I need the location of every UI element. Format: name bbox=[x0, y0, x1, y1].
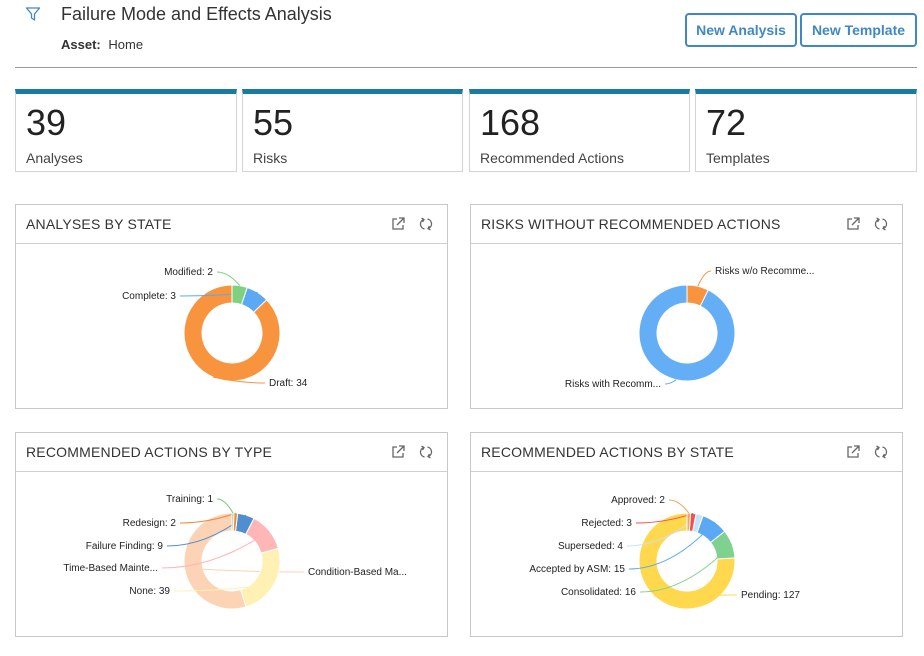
slice-label: Training: 1 bbox=[166, 494, 213, 505]
card-title: ANALYSES BY STATE bbox=[26, 216, 172, 232]
slice-label: Draft: 34 bbox=[269, 378, 308, 389]
leader-line bbox=[184, 567, 305, 573]
kpi-label: Analyses bbox=[26, 150, 83, 166]
refresh-icon[interactable] bbox=[873, 216, 889, 232]
recommended-actions-by-type-donut-chart: Condition-Based Ma... None: 39 Time-Based … bbox=[63, 494, 407, 610]
leader-line bbox=[173, 583, 275, 592]
slice-label: Failure Finding: 9 bbox=[86, 541, 164, 552]
refresh-icon[interactable] bbox=[873, 444, 889, 460]
slice-label: Rejected: 3 bbox=[581, 518, 632, 529]
slice-label: Accepted by ASM: 15 bbox=[529, 564, 625, 575]
leader-line bbox=[166, 514, 247, 547]
leader-line bbox=[179, 512, 236, 524]
kpi-value: 55 bbox=[253, 102, 294, 143]
asset-value: Home bbox=[108, 37, 144, 52]
slice-label: Superseded: 4 bbox=[558, 541, 623, 552]
external-link-icon[interactable] bbox=[845, 444, 861, 460]
kpi-label: Recommended Actions bbox=[480, 150, 624, 166]
donut-slice-none[interactable] bbox=[240, 547, 281, 608]
slice-label: Condition-Based Ma... bbox=[308, 567, 407, 578]
donut-slice-risks-w-o-recommended-actions[interactable] bbox=[686, 284, 709, 307]
kpi-risks[interactable]: 55 Risks bbox=[242, 89, 463, 172]
card-recommended-actions-by-state: RECOMMENDED ACTIONS BY STATE Pending: 12… bbox=[470, 432, 903, 637]
slice-label: Redesign: 2 bbox=[123, 518, 177, 529]
card-header: RECOMMENDED ACTIONS BY STATE bbox=[471, 433, 902, 472]
card-title: RECOMMENDED ACTIONS BY STATE bbox=[481, 444, 734, 460]
donut-slice-modified[interactable] bbox=[231, 284, 248, 306]
card-risks-without-recommended-actions: RISKS WITHOUT RECOMMENDED ACTIONS Risks … bbox=[470, 204, 903, 409]
kpi-recommended-actions[interactable]: 168 Recommended Actions bbox=[469, 89, 690, 172]
card-header: RISKS WITHOUT RECOMMENDED ACTIONS bbox=[471, 205, 902, 244]
leader-line bbox=[213, 376, 266, 384]
slice-label: Modified: 2 bbox=[164, 267, 213, 278]
slice-label: Risks with Recomm... bbox=[565, 379, 661, 390]
card-title: RISKS WITHOUT RECOMMENDED ACTIONS bbox=[481, 216, 781, 232]
slice-label: Approved: 2 bbox=[611, 495, 665, 506]
external-link-icon[interactable] bbox=[390, 216, 406, 232]
page-title: Failure Mode and Effects Analysis bbox=[61, 4, 332, 24]
kpi-label: Risks bbox=[253, 150, 288, 166]
leader-line bbox=[697, 270, 712, 287]
card-title: RECOMMENDED ACTIONS BY TYPE bbox=[26, 444, 273, 460]
slice-label: Pending: 127 bbox=[741, 590, 800, 601]
page-header: Failure Mode and Effects Analysis Asset:… bbox=[0, 0, 924, 68]
donut-slice-approved[interactable] bbox=[686, 512, 692, 532]
slice-label: Complete: 3 bbox=[122, 291, 176, 302]
leader-line bbox=[628, 521, 716, 570]
leader-line bbox=[654, 594, 738, 597]
kpi-value: 39 bbox=[26, 102, 67, 143]
asset-breadcrumb: Asset: Home bbox=[61, 37, 143, 52]
leader-line bbox=[664, 379, 677, 385]
slice-label: Time-Based Mainte... bbox=[63, 563, 158, 574]
leader-line bbox=[639, 543, 733, 593]
leader-line bbox=[216, 271, 241, 286]
card-analyses-by-state: ANALYSES BY STATE Draft: 34 Complete: 3 Mo… bbox=[15, 204, 448, 409]
leader-line bbox=[179, 291, 258, 297]
kpi-value: 72 bbox=[706, 102, 747, 143]
leader-line bbox=[216, 498, 234, 514]
new-template-button[interactable]: New Template bbox=[800, 13, 917, 47]
external-link-icon[interactable] bbox=[390, 444, 406, 460]
donut-slice-training[interactable] bbox=[231, 512, 235, 532]
donut-slice-condition-based-maintenance[interactable] bbox=[183, 512, 247, 610]
asset-label: Asset: bbox=[61, 37, 101, 52]
refresh-icon[interactable] bbox=[418, 216, 434, 232]
kpi-label: Templates bbox=[706, 150, 770, 166]
slice-label: Consolidated: 16 bbox=[561, 587, 636, 598]
leader-line bbox=[668, 499, 690, 514]
new-analysis-button[interactable]: New Analysis bbox=[685, 13, 797, 47]
kpi-templates[interactable]: 72 Templates bbox=[695, 89, 917, 172]
donut-slice-risks-with-recommended-actions[interactable] bbox=[638, 284, 736, 382]
card-recommended-actions-by-type: RECOMMENDED ACTIONS BY TYPE Condition-Ba… bbox=[15, 432, 448, 637]
external-link-icon[interactable] bbox=[845, 216, 861, 232]
recommended-actions-by-state-donut-chart: Pending: 127 Consolidated: 16 Accepted by … bbox=[529, 495, 800, 610]
header-divider bbox=[15, 67, 917, 68]
analyses-by-state-donut-chart: Draft: 34 Complete: 3 Modified: 2 bbox=[122, 267, 308, 389]
kpi-value: 168 bbox=[480, 102, 541, 143]
slice-label: None: 39 bbox=[129, 586, 170, 597]
leader-line bbox=[161, 530, 270, 569]
refresh-icon[interactable] bbox=[418, 444, 434, 460]
filter-icon[interactable] bbox=[25, 6, 41, 22]
risks-without-recommended-actions-donut-chart: Risks with Recomm... Risks w/o Recomme... bbox=[565, 266, 815, 390]
slice-label: Risks w/o Recomme... bbox=[715, 266, 814, 277]
card-header: ANALYSES BY STATE bbox=[16, 205, 447, 244]
card-header: RECOMMENDED ACTIONS BY TYPE bbox=[16, 433, 447, 472]
donut-slice-draft[interactable] bbox=[183, 284, 281, 382]
kpi-analyses[interactable]: 39 Analyses bbox=[15, 89, 237, 172]
donut-slice-pending[interactable] bbox=[638, 512, 736, 610]
